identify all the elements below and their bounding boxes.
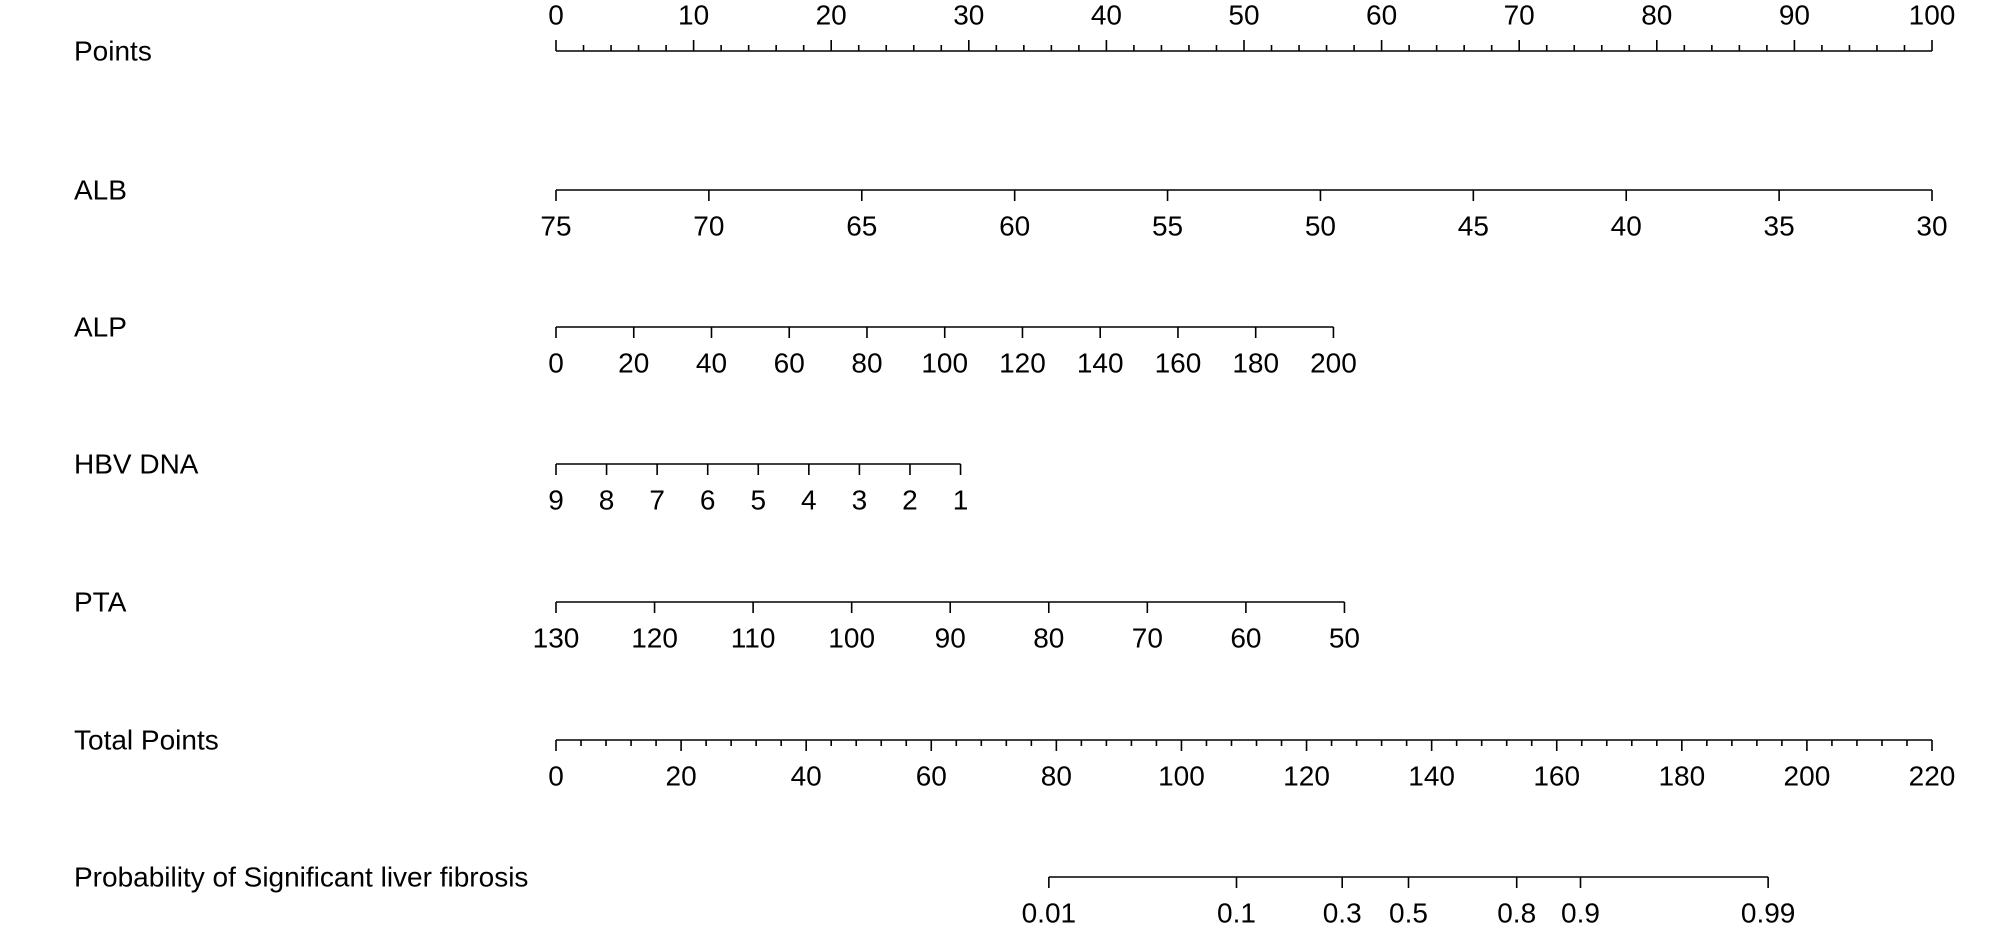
tick-label: 2	[902, 484, 918, 515]
tick-label: 10	[678, 0, 709, 30]
tick-label: 80	[1041, 760, 1072, 791]
tick-label: 60	[1366, 0, 1397, 30]
tick-label: 8	[599, 484, 615, 515]
tick-label: 110	[731, 622, 776, 653]
tick-label: 220	[1909, 760, 1956, 791]
tick-label: 100	[921, 347, 968, 378]
tick-label: 60	[774, 347, 805, 378]
tick-label: 0.5	[1389, 897, 1428, 928]
tick-label: 0.8	[1497, 897, 1536, 928]
tick-label: 120	[999, 347, 1046, 378]
tick-label: 70	[1132, 622, 1163, 653]
tick-label: 20	[816, 0, 847, 30]
tick-label: 55	[1152, 210, 1183, 241]
tick-label: 5	[750, 484, 766, 515]
tick-label: 80	[1033, 622, 1064, 653]
row-label: Probability of Significant liver fibrosi…	[74, 861, 528, 892]
tick-label: 75	[540, 210, 571, 241]
tick-label: 130	[533, 622, 580, 653]
tick-label: 60	[999, 210, 1030, 241]
tick-label: 200	[1784, 760, 1831, 791]
tick-label: 50	[1228, 0, 1259, 30]
row-label: ALB	[74, 174, 127, 205]
tick-label: 0.1	[1217, 897, 1256, 928]
tick-label: 70	[1504, 0, 1535, 30]
tick-label: 0	[548, 0, 564, 30]
tick-label: 120	[1283, 760, 1330, 791]
tick-label: 20	[618, 347, 649, 378]
tick-label: 0.3	[1323, 897, 1362, 928]
tick-label: 160	[1155, 347, 1202, 378]
tick-label: 160	[1533, 760, 1580, 791]
tick-label: 0.9	[1561, 897, 1600, 928]
tick-label: 80	[851, 347, 882, 378]
tick-label: 3	[852, 484, 868, 515]
tick-label: 40	[791, 760, 822, 791]
tick-label: 200	[1310, 347, 1357, 378]
tick-label: 90	[1779, 0, 1810, 30]
tick-label: 180	[1658, 760, 1705, 791]
tick-label: 100	[828, 622, 875, 653]
tick-label: 6	[700, 484, 716, 515]
tick-label: 0	[548, 347, 564, 378]
tick-label: 30	[1916, 210, 1947, 241]
tick-label: 50	[1305, 210, 1336, 241]
row-label: HBV DNA	[74, 448, 199, 479]
tick-label: 1	[953, 484, 969, 515]
tick-label: 90	[935, 622, 966, 653]
row-label: PTA	[74, 586, 127, 617]
tick-label: 65	[846, 210, 877, 241]
tick-label: 4	[801, 484, 817, 515]
tick-label: 60	[1230, 622, 1261, 653]
tick-label: 45	[1458, 210, 1489, 241]
tick-label: 30	[953, 0, 984, 30]
tick-label: 100	[1158, 760, 1205, 791]
tick-label: 0	[548, 760, 564, 791]
tick-label: 140	[1077, 347, 1124, 378]
row-label: Points	[74, 35, 152, 66]
tick-label: 70	[693, 210, 724, 241]
tick-label: 100	[1909, 0, 1956, 30]
tick-label: 0.99	[1741, 897, 1796, 928]
tick-label: 40	[696, 347, 727, 378]
tick-label: 40	[1091, 0, 1122, 30]
row-label: ALP	[74, 311, 127, 342]
tick-label: 180	[1232, 347, 1279, 378]
tick-label: 40	[1611, 210, 1642, 241]
tick-label: 80	[1641, 0, 1672, 30]
tick-label: 50	[1329, 622, 1360, 653]
row-label: Total Points	[74, 724, 219, 755]
tick-label: 0.01	[1022, 897, 1077, 928]
tick-label: 35	[1764, 210, 1795, 241]
tick-label: 140	[1408, 760, 1455, 791]
tick-label: 7	[649, 484, 665, 515]
tick-label: 60	[916, 760, 947, 791]
tick-label: 9	[548, 484, 564, 515]
tick-label: 120	[631, 622, 678, 653]
tick-label: 20	[666, 760, 697, 791]
